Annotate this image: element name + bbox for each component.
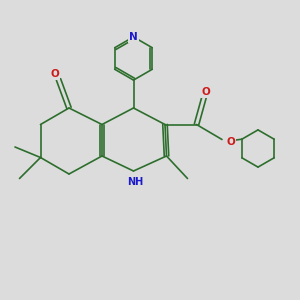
Text: N: N — [129, 32, 138, 42]
Text: NH: NH — [127, 177, 143, 188]
Text: O: O — [201, 87, 210, 97]
Text: O: O — [50, 69, 59, 79]
Text: O: O — [226, 137, 235, 147]
